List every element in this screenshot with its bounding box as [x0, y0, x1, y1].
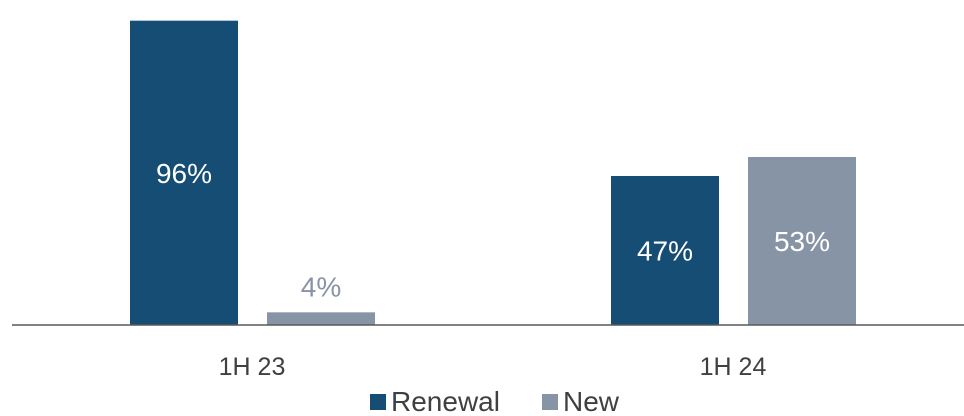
data-label-renewal-0: 96%	[156, 158, 212, 189]
bar-renewal-0	[130, 20, 238, 326]
bar-new-1	[748, 156, 856, 325]
legend-label-renewal: Renewal	[391, 386, 500, 416]
legend-swatch-new	[542, 394, 558, 410]
data-label-renewal-1: 47%	[637, 236, 693, 267]
x-tick-labels: 1H 23 1H 24	[219, 353, 767, 381]
legend: Renewal New	[370, 386, 620, 416]
data-label-new-1: 53%	[774, 226, 830, 257]
bar-new-0	[267, 312, 375, 325]
x-tick-label: 1H 23	[219, 353, 286, 381]
legend-swatch-renewal	[370, 394, 386, 410]
data-label-new-0: 4%	[301, 271, 341, 302]
data-labels-group: 96% 4% 47% 53%	[156, 158, 830, 302]
legend-label-new: New	[563, 386, 620, 416]
bar-renewal-1	[611, 176, 719, 325]
x-tick-label: 1H 24	[700, 353, 767, 381]
bars-group	[130, 20, 856, 326]
